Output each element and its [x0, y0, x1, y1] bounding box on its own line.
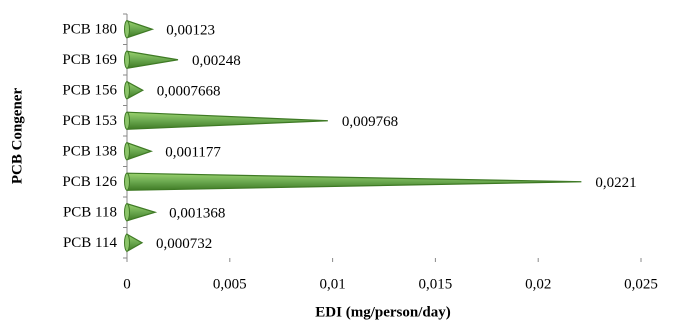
y-tick-label: PCB 156: [62, 83, 117, 99]
cone-bar: [126, 111, 328, 130]
value-label: 0,00248: [192, 53, 241, 69]
cone-bar: [126, 50, 179, 69]
value-label: 0,00123: [166, 23, 215, 39]
x-tick-label: 0,01: [319, 276, 345, 292]
y-tick-label: PCB 118: [63, 205, 117, 221]
cone-bar: [126, 202, 158, 222]
x-tick-label: 0: [123, 276, 131, 292]
y-tick-label: PCB 114: [63, 235, 118, 251]
value-label: 0,0007668: [157, 84, 221, 100]
x-axis-title: EDI (mg/person/day): [315, 304, 450, 320]
y-tick-label: PCB 169: [62, 52, 117, 68]
cone-base: [124, 142, 130, 161]
x-tick-label: 0,025: [624, 276, 658, 292]
value-label: 0,0221: [595, 175, 636, 191]
cone-bar: [126, 172, 582, 191]
cone-base: [124, 111, 130, 130]
cone-base: [124, 20, 130, 39]
value-label: 0,000732: [156, 236, 212, 252]
cone-base: [124, 50, 130, 69]
x-tick-label: 0,015: [419, 276, 453, 292]
value-label: 0,009768: [342, 114, 398, 130]
value-label: 0,001368: [169, 206, 225, 222]
x-tick-label: 0,02: [525, 276, 551, 292]
cone-base: [124, 81, 130, 100]
y-tick-label: PCB 153: [62, 113, 117, 129]
value-label: 0,001177: [165, 145, 221, 161]
cone-bar: [126, 141, 154, 161]
y-tick-label: PCB 126: [62, 174, 117, 190]
y-tick-label: PCB 180: [62, 22, 117, 38]
y-axis-title: PCB Congener: [9, 88, 25, 185]
cone-bar: [126, 19, 155, 39]
cone-base: [124, 233, 130, 252]
x-tick-label: 0,005: [213, 276, 247, 292]
cone-base: [124, 172, 130, 191]
y-tick-label: PCB 138: [62, 144, 117, 160]
cone-base: [124, 203, 130, 222]
